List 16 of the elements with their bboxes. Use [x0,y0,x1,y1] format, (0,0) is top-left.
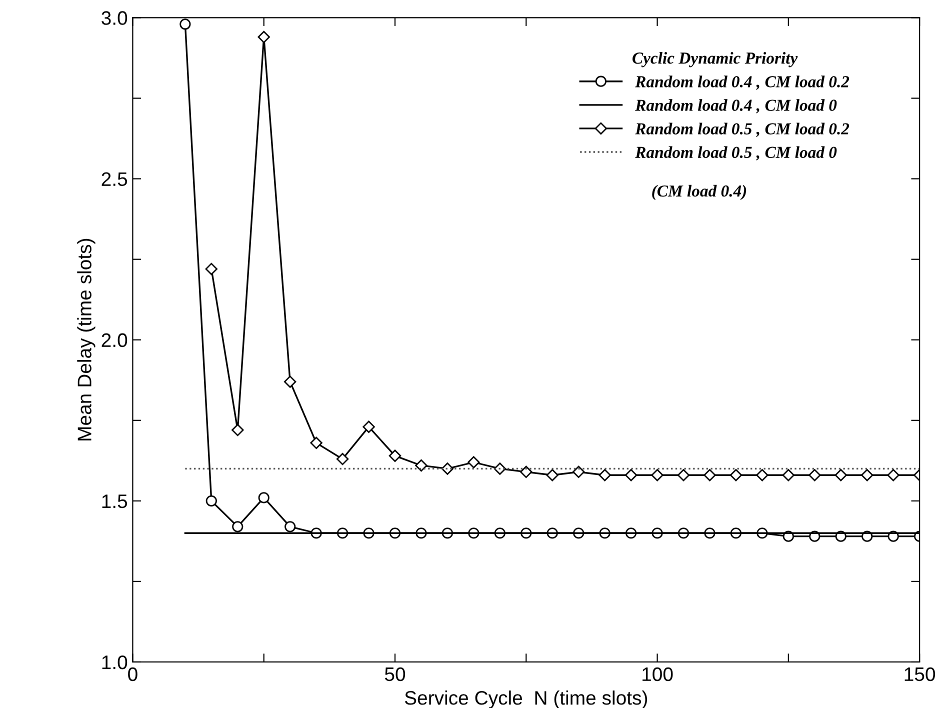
y-tick-label: 2.0 [102,333,128,348]
legend-label: Random load 0.5 , CM load 0.2 [635,122,850,137]
legend-label: Random load 0.5 , CM load 0 [635,146,837,160]
annotation: (CM load 0.4) [652,184,746,200]
legend-title: Cyclic Dynamic Priority [632,52,798,68]
y-axis-title: Mean Delay (time slots) [77,238,96,440]
y-tick-label: 2.5 [102,172,128,186]
x-tick-label: 150 [904,667,936,682]
x-tick-label: 0 [128,667,138,682]
legend-label: Random load 0.4 , CM load 0.2 [635,76,850,90]
y-tick-label: 1.5 [102,494,128,508]
x-tick-label: 100 [642,667,673,682]
x-tick-label: 50 [384,667,406,682]
y-tick-label: 1.0 [102,655,128,670]
legend-label: Random load 0.4 , CM load 0 [635,99,837,114]
y-tick-label: 3.0 [102,11,128,25]
